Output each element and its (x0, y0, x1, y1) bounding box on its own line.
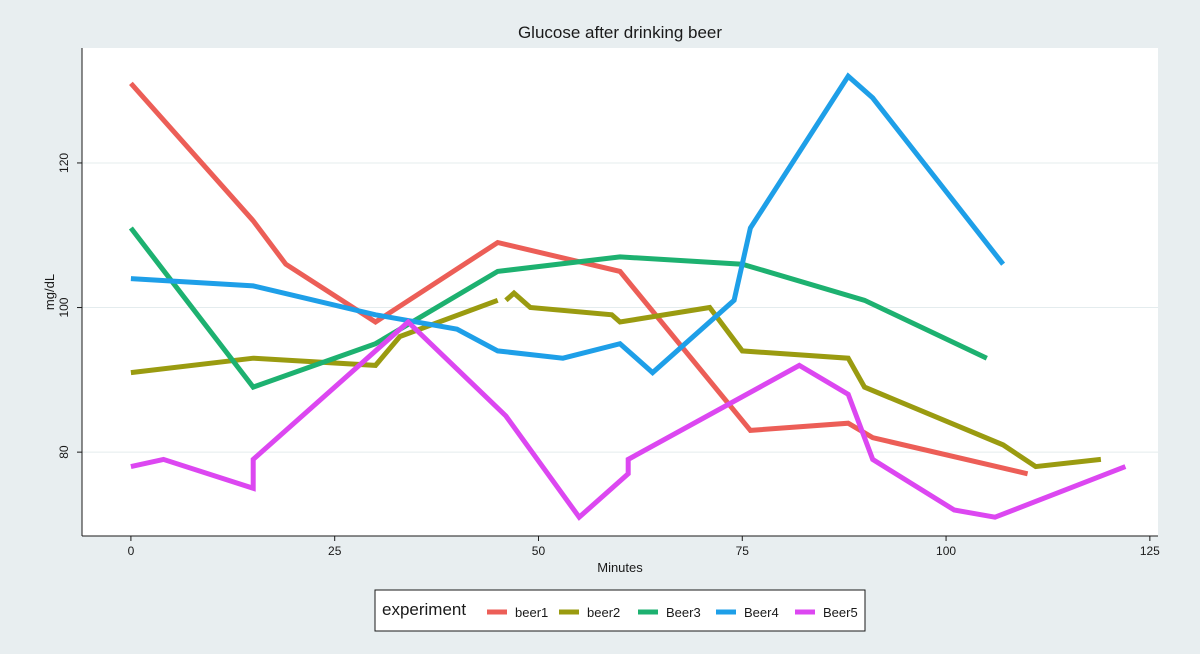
y-tick-label: 120 (57, 153, 71, 173)
x-tick-label: 125 (1140, 544, 1160, 558)
series-line-beer3 (128, 226, 988, 391)
legend-box (374, 589, 866, 632)
x-tick-label: 75 (736, 544, 750, 558)
series-line-beer5 (130, 318, 1127, 521)
legend-label-beer2: beer2 (587, 605, 620, 620)
y-ticks: 80 100 120 (57, 153, 82, 459)
y-tick-label: 80 (57, 445, 71, 459)
x-axis-label: Minutes (597, 560, 643, 575)
series-layer (128, 72, 1127, 521)
y-tick-label: 100 (57, 297, 71, 317)
legend-label-beer3: Beer3 (666, 605, 701, 620)
x-tick-label: 50 (532, 544, 546, 558)
x-tick-label: 100 (936, 544, 956, 558)
legend-items: beer1 beer2 Beer3 Beer4 Beer5 (487, 605, 858, 620)
plot-area (82, 48, 1158, 536)
series-line-beer4 (130, 72, 1006, 376)
legend: experiment beer1 beer2 Beer3 Beer4 Beer5 (374, 589, 866, 632)
chart-title: Glucose after drinking beer (518, 23, 722, 42)
y-axis-label: mg/dL (42, 274, 57, 310)
legend-label-beer1: beer1 (515, 605, 548, 620)
legend-label-beer5: Beer5 (823, 605, 858, 620)
x-tick-label: 25 (328, 544, 342, 558)
x-tick-label: 0 (128, 544, 135, 558)
x-ticks: 0 25 50 75 100 125 (128, 536, 1160, 558)
legend-label-beer4: Beer4 (744, 605, 779, 620)
legend-title: experiment (382, 600, 466, 619)
